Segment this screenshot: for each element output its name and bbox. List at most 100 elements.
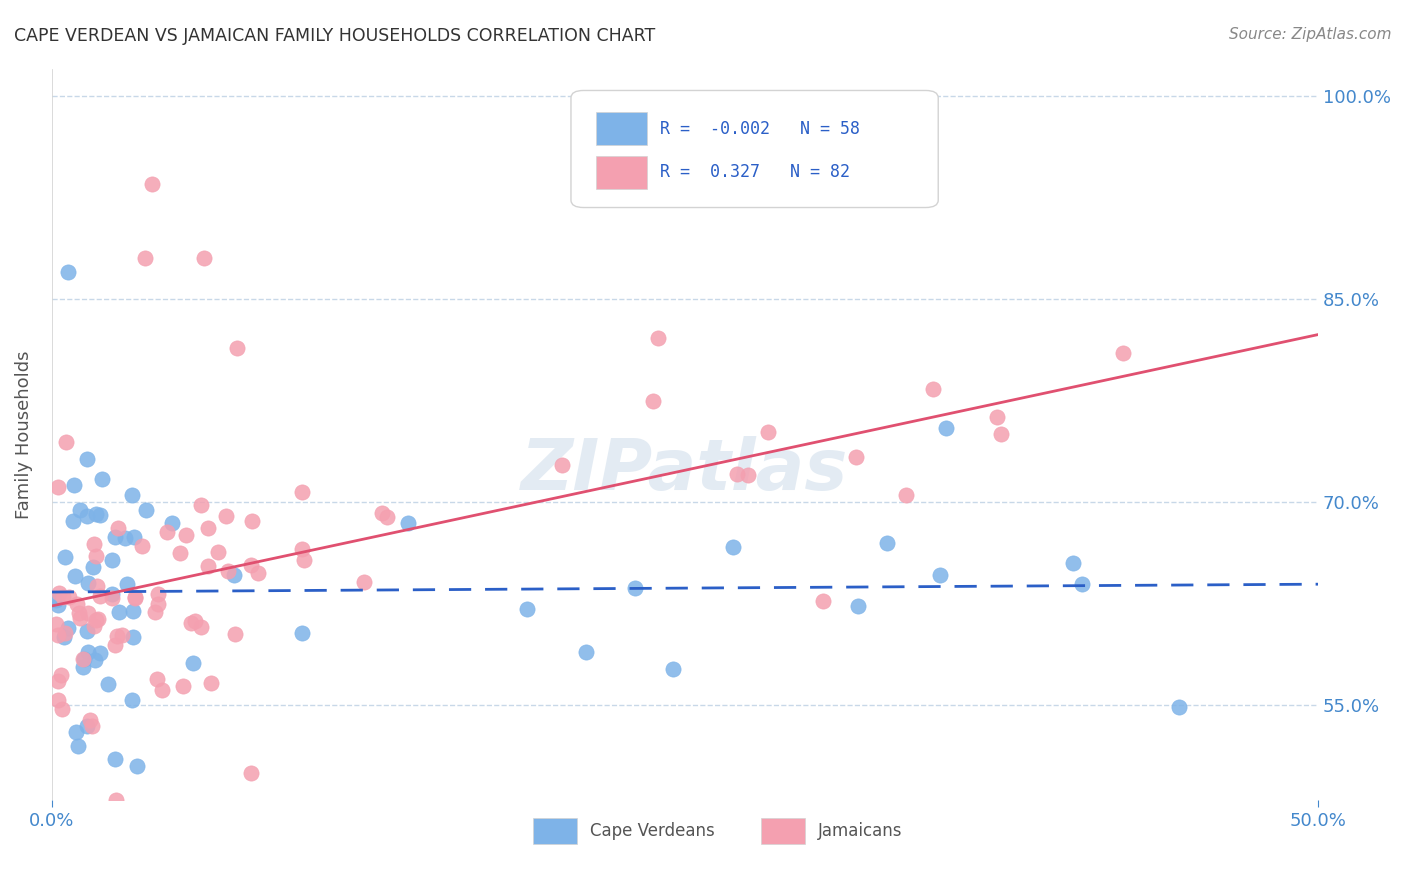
Point <box>100 587 122 601</box>
Point <box>224 626 246 640</box>
Point <box>846 599 869 614</box>
Text: Source: ZipAtlas.com: Source: ZipAtlas.com <box>1229 27 1392 42</box>
Point <box>122 630 145 644</box>
Point <box>46 599 69 613</box>
Point <box>69 502 91 516</box>
Bar <box>596 112 647 145</box>
Point <box>62 477 84 491</box>
Point <box>83 536 105 550</box>
Point <box>72 652 94 666</box>
Point <box>84 549 107 564</box>
Point <box>146 597 169 611</box>
Point <box>46 627 69 641</box>
Point <box>756 425 779 439</box>
Point <box>172 679 194 693</box>
Point <box>52 591 75 605</box>
Point <box>56 621 79 635</box>
Point <box>56 265 79 279</box>
Point <box>353 574 375 589</box>
Point <box>141 177 163 191</box>
Point <box>169 546 191 560</box>
Point <box>87 612 110 626</box>
Point <box>89 508 111 523</box>
Bar <box>533 818 578 844</box>
Point <box>48 480 70 494</box>
Point <box>1062 556 1084 570</box>
Y-axis label: Family Households: Family Households <box>15 350 32 518</box>
Point <box>83 619 105 633</box>
Point <box>79 713 101 727</box>
Text: Jamaicans: Jamaicans <box>818 822 903 840</box>
Point <box>67 739 90 753</box>
Point <box>105 629 128 643</box>
Point <box>124 530 146 544</box>
Point <box>246 566 269 580</box>
Point <box>190 620 212 634</box>
Point <box>46 673 69 688</box>
Point <box>86 579 108 593</box>
Point <box>51 702 73 716</box>
Point <box>101 553 124 567</box>
Text: Cape Verdeans: Cape Verdeans <box>591 822 714 840</box>
Point <box>55 435 77 450</box>
Point <box>200 676 222 690</box>
Point <box>143 605 166 619</box>
Point <box>737 468 759 483</box>
Point <box>935 420 957 434</box>
Point <box>929 568 952 582</box>
Point <box>76 645 98 659</box>
Point <box>91 472 114 486</box>
Point <box>197 559 219 574</box>
Point <box>150 683 173 698</box>
Point <box>104 793 127 807</box>
Point <box>551 458 574 472</box>
Point <box>44 617 66 632</box>
Point <box>721 540 744 554</box>
Point <box>124 591 146 605</box>
Point <box>84 613 107 627</box>
Point <box>215 508 238 523</box>
Point <box>58 590 80 604</box>
Point <box>291 626 314 640</box>
Point <box>292 553 315 567</box>
Point <box>77 576 100 591</box>
Point <box>990 426 1012 441</box>
Point <box>73 652 96 666</box>
Point <box>46 693 69 707</box>
Point <box>124 591 146 605</box>
Point <box>242 514 264 528</box>
Point <box>240 766 263 780</box>
Point <box>107 521 129 535</box>
Point <box>76 718 98 732</box>
Bar <box>761 818 806 844</box>
Point <box>986 409 1008 424</box>
Point <box>146 673 169 687</box>
Point <box>121 488 143 502</box>
Point <box>97 677 120 691</box>
Point <box>647 331 669 345</box>
Point <box>207 545 229 559</box>
Point <box>184 614 207 628</box>
Point <box>76 508 98 523</box>
Point <box>48 585 70 599</box>
Point <box>66 597 89 611</box>
Point <box>131 539 153 553</box>
Point <box>623 581 645 595</box>
Point <box>125 759 148 773</box>
Point <box>76 451 98 466</box>
Point <box>76 624 98 638</box>
Point <box>1167 699 1189 714</box>
Point <box>72 660 94 674</box>
Point <box>844 450 866 464</box>
Point <box>89 646 111 660</box>
Point <box>110 627 132 641</box>
Text: R =  -0.002   N = 58: R = -0.002 N = 58 <box>659 120 859 137</box>
Point <box>894 488 917 502</box>
Point <box>224 568 246 582</box>
Point <box>160 516 183 530</box>
Point <box>291 542 314 557</box>
Point <box>65 569 87 583</box>
Text: R =  0.327   N = 82: R = 0.327 N = 82 <box>659 163 849 181</box>
Point <box>193 251 215 265</box>
Point <box>49 668 72 682</box>
